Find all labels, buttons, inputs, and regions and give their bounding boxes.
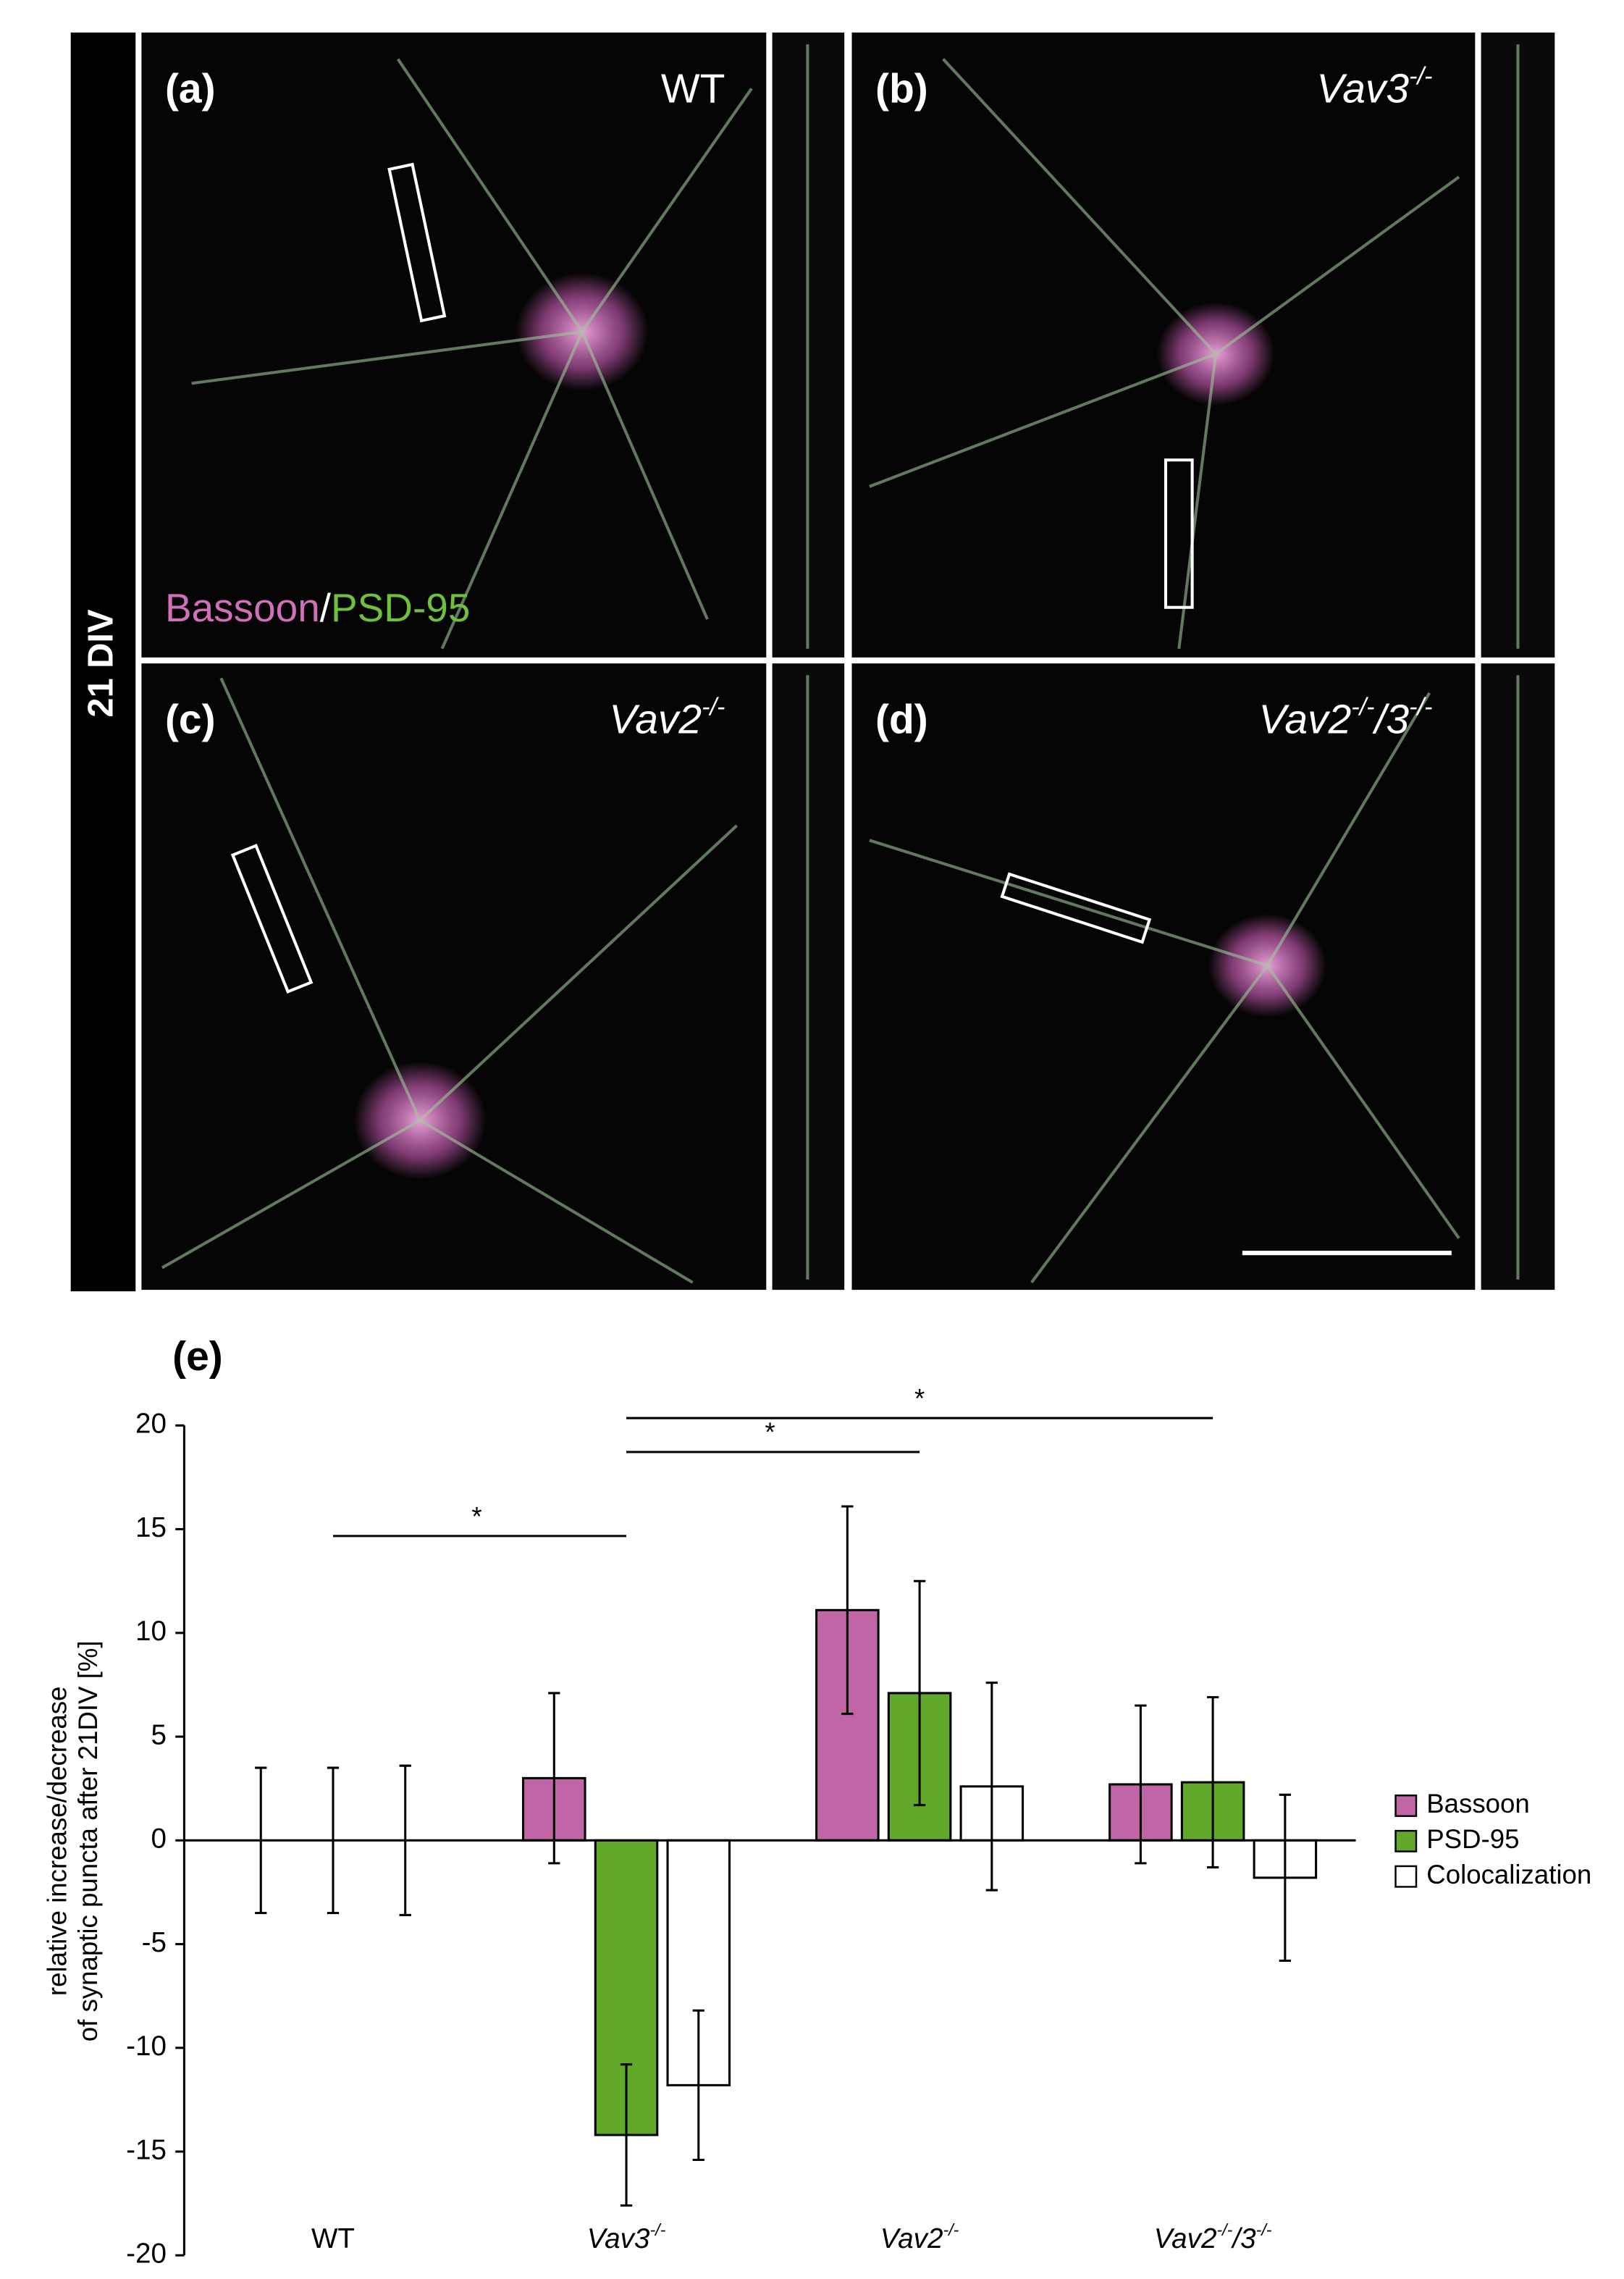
y-axis-label-line: of synaptic puncta after 21DIV [%] — [73, 1640, 103, 2041]
error-bar — [841, 1505, 854, 1716]
panel-a-image — [141, 32, 767, 658]
legend-swatch — [1394, 1795, 1418, 1817]
x-tick-label: Vav3-/- — [587, 2220, 666, 2254]
side-bar — [70, 32, 136, 1292]
significance-star: * — [765, 1417, 775, 1447]
error-bar — [1279, 1793, 1292, 1963]
stain-1: Bassoon — [165, 584, 320, 629]
y-tick-label: 0 — [151, 1823, 167, 1855]
divider — [141, 657, 1557, 664]
micrographs — [141, 32, 1557, 1292]
y-tick-label: -15 — [126, 2134, 167, 2165]
panel-label: (b) — [875, 65, 928, 112]
error-bar — [985, 1682, 998, 1892]
y-tick-label: -5 — [142, 1927, 167, 1958]
error-bar — [913, 1579, 926, 1807]
y-tick-label: 15 — [135, 1512, 167, 1543]
genotype: WT — [661, 65, 725, 112]
plot: -20 -15 -10 -5 0 5 10 15 20 WT Vav3-/- Vav2-/- Vav2-… — [126, 1383, 1591, 2269]
significance-star: * — [914, 1383, 925, 1413]
genotype: Vav2-/- — [609, 694, 725, 743]
panel-label: (a) — [165, 65, 216, 112]
legend-label: PSD-95 — [1426, 1824, 1519, 1854]
stain-separator: / — [320, 584, 332, 629]
genotype: Vav2-/-/3-/- — [1259, 694, 1433, 743]
error-bar — [548, 1692, 560, 1865]
y-axis-label: relative increase/decreaseof synaptic pu… — [42, 1640, 103, 2041]
side-label: 21 DIV — [81, 609, 120, 718]
legend-swatch — [1394, 1865, 1418, 1888]
panel-label: (c) — [165, 697, 216, 743]
x-tick-label: Vav2-/-/3-/- — [1154, 2220, 1272, 2254]
stain-legend: Bassoon/PSD-95 — [165, 584, 470, 629]
legend-label: Bassoon — [1426, 1789, 1530, 1818]
chart-title: (e) — [172, 1333, 223, 1380]
genotype: Vav3-/- — [1316, 62, 1432, 112]
error-bar — [1206, 1696, 1219, 1869]
panel-c-image — [141, 663, 767, 1290]
legend-label: Colocalization — [1426, 1860, 1591, 1889]
significance-star: * — [471, 1501, 481, 1531]
roi-boxes — [230, 162, 1194, 994]
error-bar — [692, 2009, 704, 2162]
y-tick-label: -10 — [126, 2031, 167, 2062]
dendrites — [161, 44, 1520, 1284]
panel-d-image — [851, 663, 1476, 1290]
y-tick-label: -20 — [126, 2238, 167, 2270]
y-axis-label-line: relative increase/decrease — [42, 1687, 72, 1997]
y-tick-label: 5 — [151, 1719, 167, 1750]
y-tick-label: 10 — [135, 1616, 167, 1647]
y-tick-label: 20 — [135, 1409, 167, 1440]
error-bar — [1135, 1704, 1147, 1865]
error-bar — [620, 2063, 633, 2207]
stain-2: PSD-95 — [331, 584, 470, 629]
x-tick-label: Vav2-/- — [880, 2220, 959, 2254]
x-tick-label: WT — [311, 2223, 355, 2254]
legend-swatch — [1394, 1829, 1418, 1852]
panel-label: (d) — [875, 697, 928, 743]
